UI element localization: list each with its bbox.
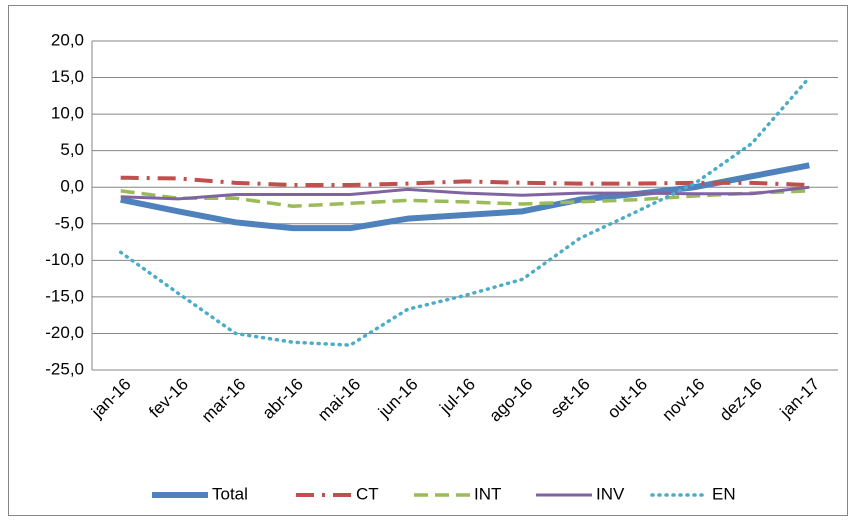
- series-line: [120, 189, 810, 208]
- legend-label: EN: [712, 484, 736, 503]
- legend-label: CT: [356, 484, 379, 503]
- y-tick-label: 15,0: [51, 67, 84, 86]
- y-tick-label: -5,0: [55, 213, 84, 232]
- y-tick-label: 10,0: [51, 104, 84, 123]
- y-tick-label: -25,0: [45, 359, 84, 378]
- y-tick-label: 5,0: [60, 140, 84, 159]
- y-tick-label: -15,0: [45, 286, 84, 305]
- y-tick-label: 0,0: [60, 177, 84, 196]
- y-tick-label: -20,0: [45, 323, 84, 342]
- y-tick-label: 20,0: [51, 30, 84, 49]
- series-line: [120, 175, 810, 188]
- series-line: [118, 75, 812, 347]
- y-tick-label: -10,0: [45, 250, 84, 269]
- legend-label: Total: [212, 484, 248, 503]
- series-line: [120, 185, 810, 201]
- legend-label: INT: [474, 484, 501, 503]
- legend-label: INV: [596, 484, 625, 503]
- series-line: [120, 162, 810, 232]
